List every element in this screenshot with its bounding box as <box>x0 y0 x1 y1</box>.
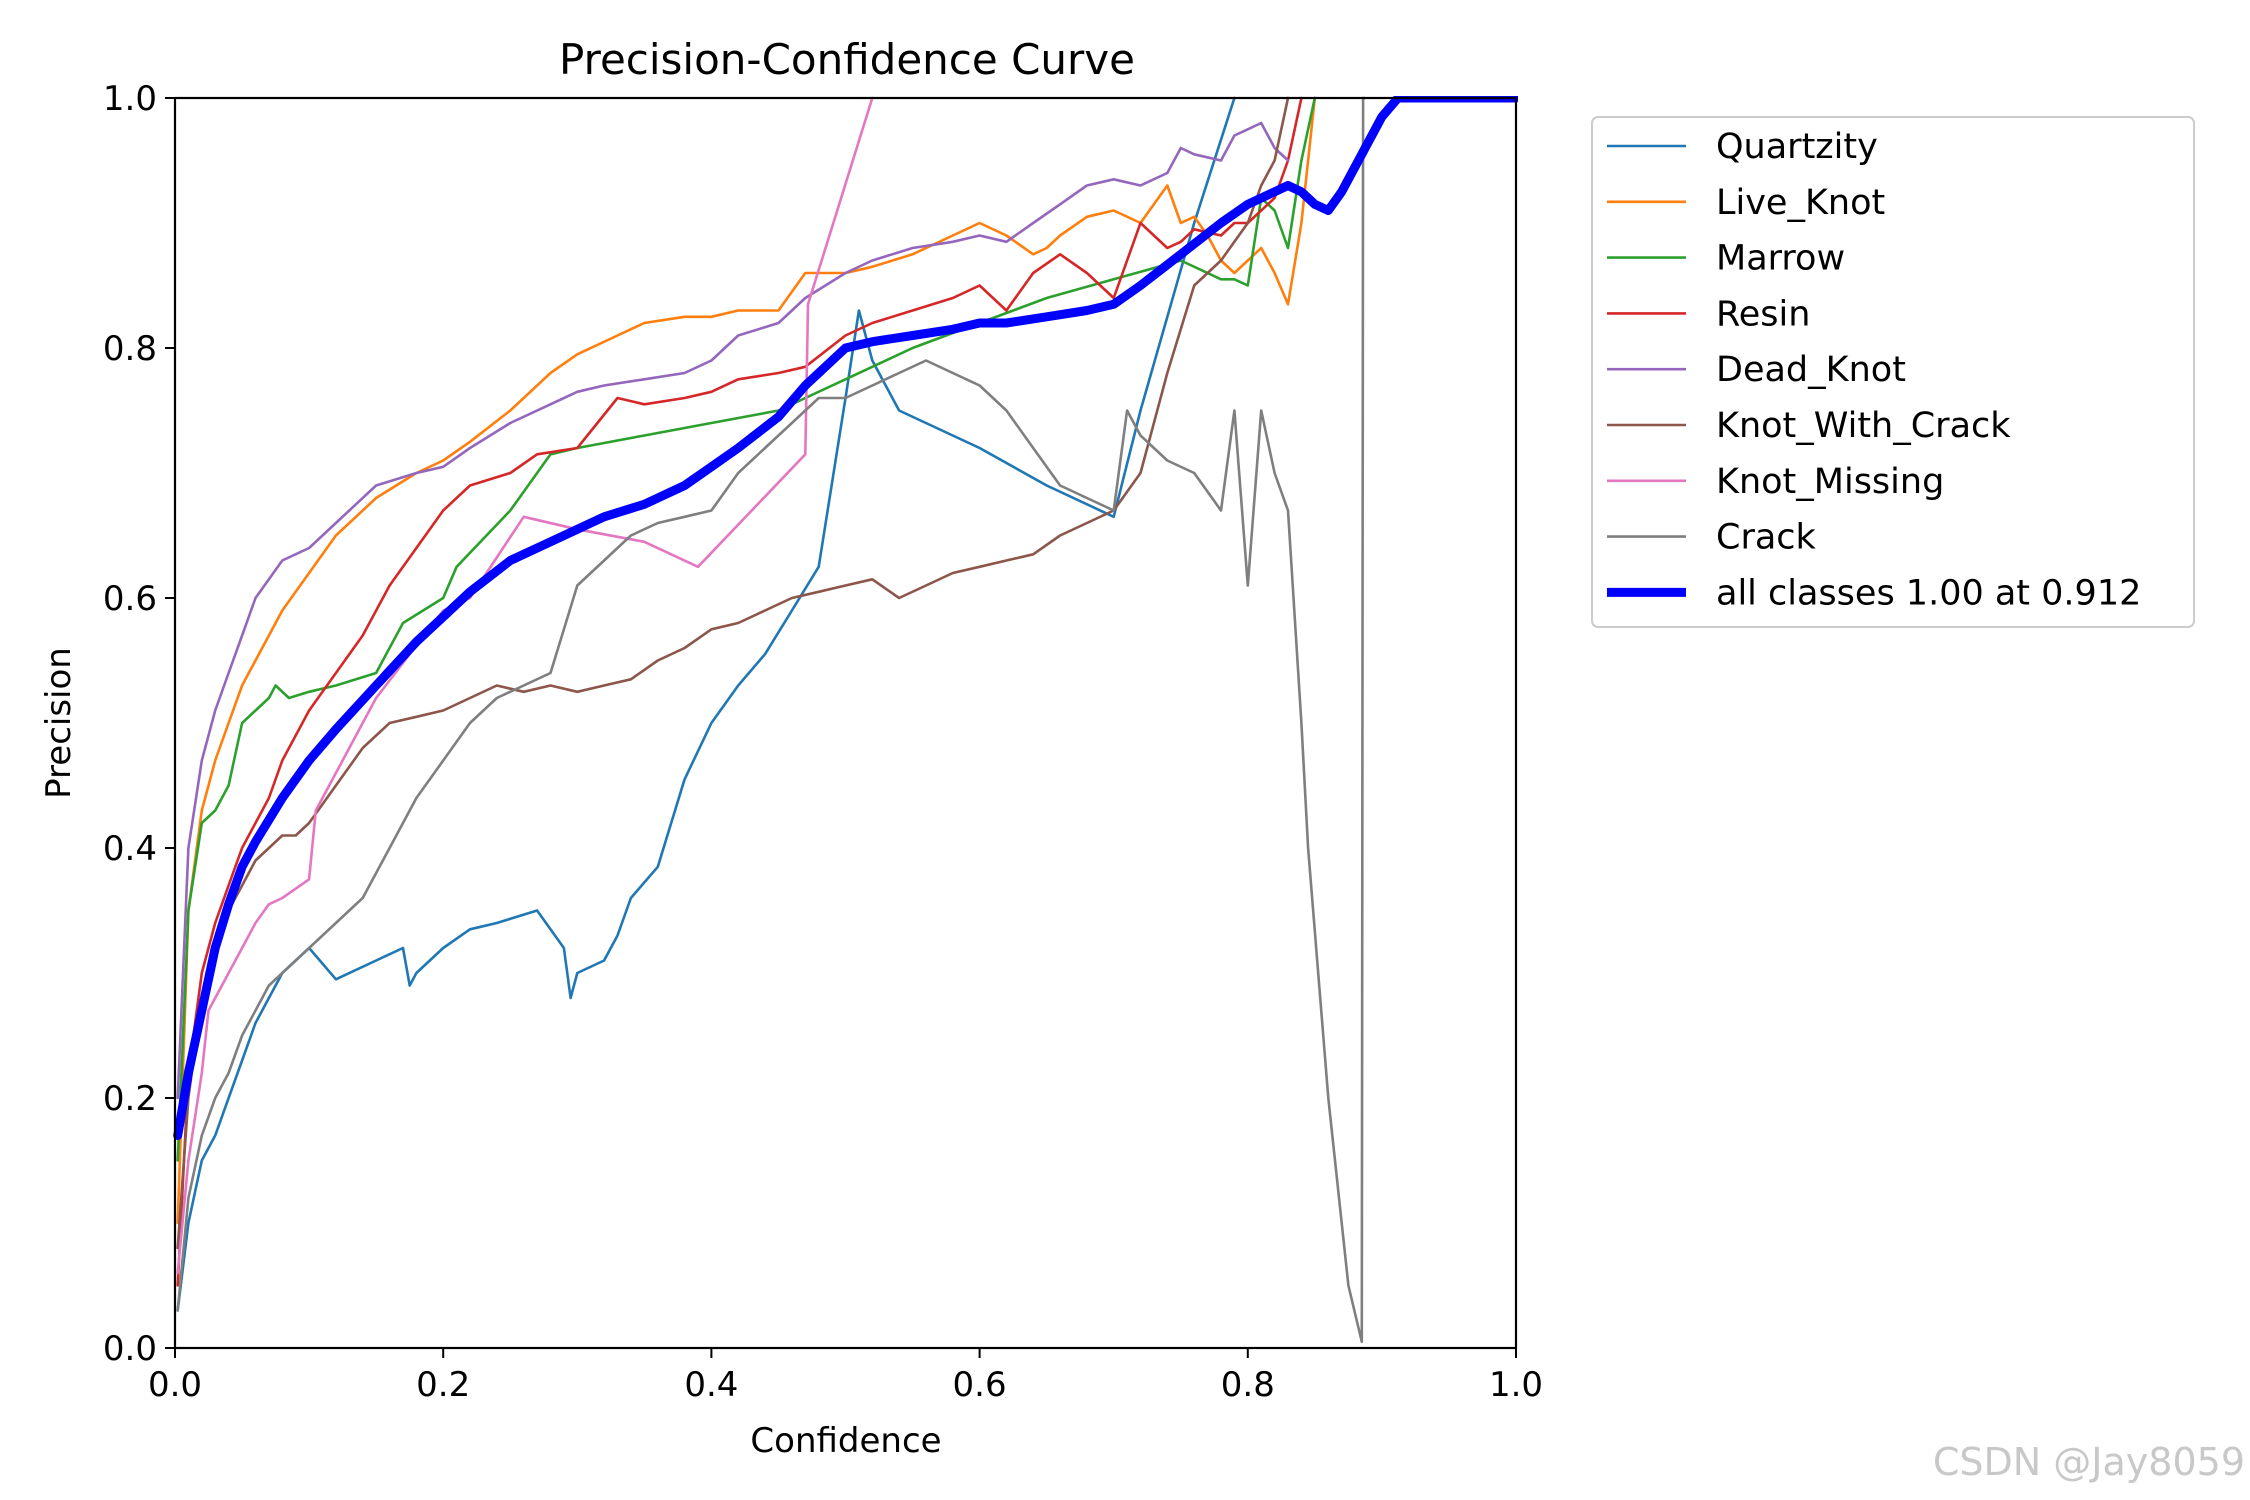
legend-items: Quartzity Live_Knot Marrow Resin Dead_Knot Kn… <box>1607 127 2141 613</box>
plot-area <box>173 96 1518 1350</box>
series-line-resin <box>176 96 1303 1287</box>
y-tick-label: 0.8 <box>103 329 157 369</box>
legend-label-resin: Resin <box>1716 294 1810 334</box>
y-tick-label: 0.0 <box>103 1329 157 1369</box>
legend-label-knot-missing: Knot_Missing <box>1716 462 1944 502</box>
y-tick-label: 0.6 <box>103 579 157 619</box>
x-tick-label: 0.8 <box>1221 1365 1275 1405</box>
legend-label-dead-knot: Dead_Knot <box>1716 350 1906 390</box>
legend-label-all-classes-1-00-at-0-912: all classes 1.00 at 0.912 <box>1716 573 2141 613</box>
y-axis-ticks: 0.0 0.2 0.4 0.6 0.8 1.0 <box>103 79 175 1369</box>
x-tick-label: 0.2 <box>416 1365 470 1405</box>
x-axis-label: Confidence <box>750 1421 941 1461</box>
x-tick-label: 0.0 <box>148 1365 202 1405</box>
series-line-all-classes-1-00-at-0-912 <box>173 96 1518 1140</box>
legend-label-knot-with-crack: Knot_With_Crack <box>1716 406 2011 446</box>
legend-label-crack: Crack <box>1716 518 1817 558</box>
series-line-quartzity <box>176 96 1236 1312</box>
series-line-knot-missing <box>176 96 874 1275</box>
y-axis-label: Precision <box>39 647 79 799</box>
y-tick-label: 0.2 <box>103 1079 157 1119</box>
legend-box <box>1591 116 2195 628</box>
series-line-crack <box>176 96 1366 1344</box>
legend: Quartzity Live_Knot Marrow Resin Dead_Knot Kn… <box>1591 116 2195 628</box>
x-tick-label: 0.6 <box>953 1365 1007 1405</box>
x-axis-ticks: 0.0 0.2 0.4 0.6 0.8 1.0 <box>148 1348 1543 1405</box>
x-tick-label: 1.0 <box>1489 1365 1543 1405</box>
x-tick-label: 0.4 <box>684 1365 738 1405</box>
legend-label-live-knot: Live_Knot <box>1716 183 1885 223</box>
y-tick-label: 1.0 <box>103 79 157 119</box>
watermark: CSDN @Jay8059 <box>1933 1440 2245 1484</box>
legend-label-quartzity: Quartzity <box>1716 127 1878 167</box>
chart-title: Precision-Confidence Curve <box>559 35 1135 84</box>
plot-frame <box>173 96 1518 1350</box>
y-tick-label: 0.4 <box>103 829 157 869</box>
legend-label-marrow: Marrow <box>1716 239 1845 279</box>
series-line-dead-knot <box>176 121 1290 1100</box>
series-group <box>173 96 1518 1344</box>
